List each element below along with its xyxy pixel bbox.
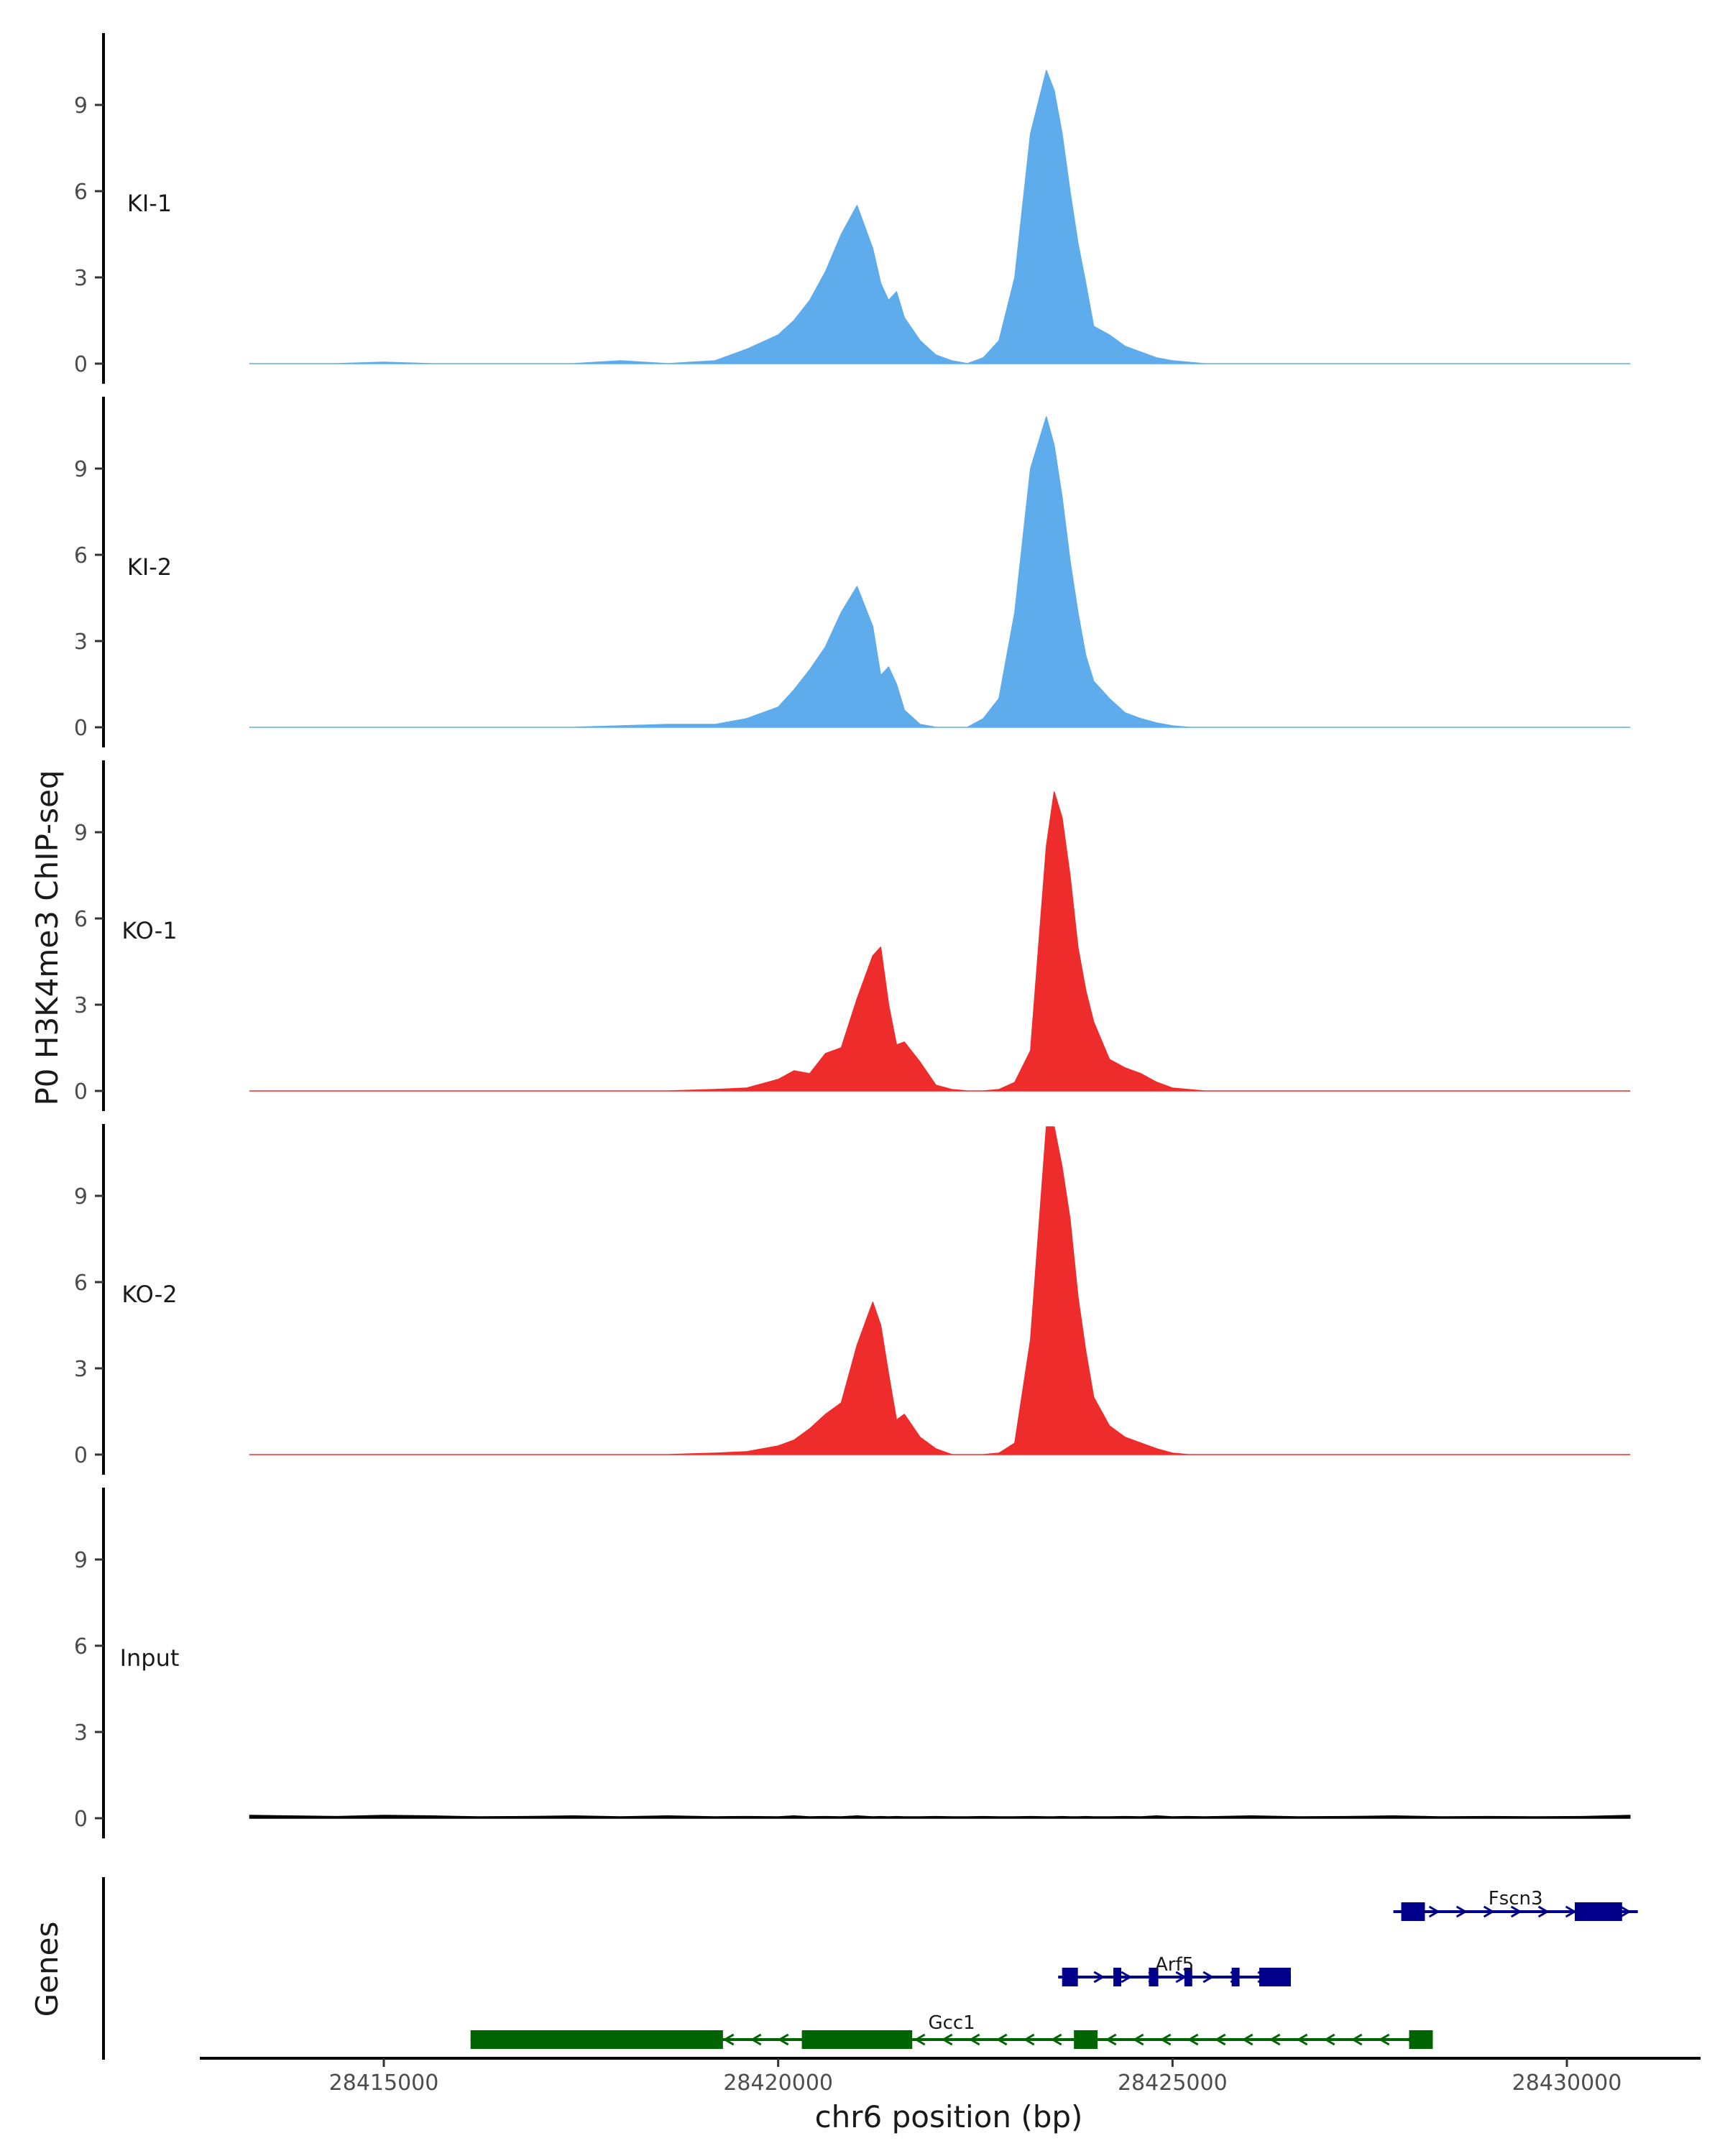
strand-arrow	[968, 2033, 980, 2046]
strand-arrow	[1241, 2033, 1254, 2046]
gene-arf5: Arf5	[1058, 1954, 1291, 1986]
y-tick-label: 6	[74, 1634, 88, 1659]
track-label: KI-1	[127, 190, 172, 217]
track-ki-2: 0 3 6 9 KI-2	[74, 397, 1631, 747]
strand-arrow	[1121, 1971, 1133, 1984]
y-tick-label: 0	[74, 1807, 88, 1832]
strand-arrow	[750, 2033, 762, 2046]
y-tick-label: 6	[74, 1271, 88, 1296]
y-tick-label: 9	[74, 93, 88, 119]
gene-exon	[801, 2030, 913, 2049]
gene-label: Fscn3	[1489, 1888, 1543, 1909]
track-ki-1: 0 3 6 9 KI-1	[74, 33, 1631, 384]
gene-exon	[1062, 1968, 1078, 1986]
strand-arrow	[1187, 2033, 1199, 2046]
gene-fscn3: Fscn3	[1393, 1888, 1638, 1921]
gene-exon	[1074, 2030, 1098, 2049]
genes-layer: 28415000 28420000 28425000 28430000 Fscn3 Arf…	[102, 1877, 1701, 2096]
y-tick-label: 3	[74, 993, 88, 1018]
strand-arrow	[1428, 1905, 1440, 1918]
gene-exon	[1409, 2030, 1433, 2049]
strand-arrow	[1132, 2033, 1144, 2046]
y-tick-label: 0	[74, 352, 88, 377]
gene-label: Gcc1	[928, 2012, 975, 2034]
x-tick-label: 28420000	[723, 2070, 833, 2096]
x-tick-label: 28415000	[329, 2070, 439, 2096]
y-tick-label: 9	[74, 457, 88, 482]
coverage-area-ki-2	[249, 416, 1631, 728]
gene-exon	[1574, 1902, 1622, 1921]
strand-arrow	[1093, 1971, 1105, 1984]
y-tick-label: 3	[74, 1720, 88, 1746]
coverage-area-input	[249, 1815, 1631, 1819]
strand-arrow	[1351, 2033, 1363, 2046]
y-tick-label: 0	[74, 1079, 88, 1105]
strand-arrow	[1214, 2033, 1226, 2046]
genes-axis: 28415000 28420000 28425000 28430000	[102, 1877, 1701, 2096]
coverage-area-ko-2	[249, 1126, 1631, 1455]
track-label: Input	[120, 1644, 180, 1672]
x-tick-label: 28425000	[1118, 2070, 1228, 2096]
track-ko-1: 0 3 6 9 KO-1	[74, 760, 1631, 1111]
gene-exon	[1113, 1968, 1122, 1986]
y-tick-label: 6	[74, 543, 88, 568]
y-axis-title: P0 H3K4me3 ChIP-seq	[29, 770, 65, 1105]
strand-arrow	[1269, 2033, 1281, 2046]
gene-exon	[1231, 1968, 1240, 1986]
strand-arrow	[1323, 2033, 1335, 2046]
gene-exon	[1149, 1968, 1159, 1986]
strand-arrow	[1023, 2033, 1035, 2046]
strand-arrow	[914, 2033, 926, 2046]
y-tick-label: 6	[74, 180, 88, 205]
gene-exon	[1184, 1968, 1192, 1986]
genes-track-title: Genes	[29, 1922, 65, 2017]
x-axis-title: chr6 position (bp)	[815, 2099, 1083, 2134]
y-tick-label: 9	[74, 1184, 88, 1210]
track-label: KO-1	[121, 917, 177, 944]
gene-exon	[470, 2030, 723, 2049]
y-tick-label: 0	[74, 716, 88, 741]
y-tick-label: 9	[74, 1548, 88, 1573]
x-tick-label: 28430000	[1512, 2070, 1622, 2096]
strand-arrow	[1159, 2033, 1172, 2046]
y-tick-label: 3	[74, 1357, 88, 1382]
strand-arrow	[1296, 2033, 1308, 2046]
track-ko-2: 0 3 6 9 KO-2	[74, 1124, 1631, 1475]
track-label: KI-2	[127, 553, 172, 581]
coverage-area-ki-1	[249, 70, 1631, 364]
track-input: 0 3 6 9 Input	[74, 1488, 1631, 1838]
strand-arrow	[1202, 1971, 1215, 1984]
strand-arrow	[1483, 1905, 1495, 1918]
y-tick-label: 3	[74, 630, 88, 655]
tracks-layer: 0 3 6 9 KI-1 0 3 6 9 KI-2 0 3 6 9 KO-1 0 3 6 9 KO-2 0 3 6 9 Inpu…	[74, 33, 1631, 1838]
strand-arrow	[777, 2033, 789, 2046]
y-tick-label: 0	[74, 1443, 88, 1468]
strand-arrow	[1537, 1905, 1550, 1918]
strand-arrow	[1105, 2033, 1117, 2046]
y-tick-label: 9	[74, 821, 88, 846]
y-tick-label: 3	[74, 266, 88, 291]
strand-arrow	[1619, 1905, 1632, 1918]
strand-arrow	[1378, 2033, 1390, 2046]
y-tick-label: 6	[74, 907, 88, 932]
strand-arrow	[1455, 1905, 1468, 1918]
strand-arrow	[941, 2033, 953, 2046]
gene-label: Arf5	[1155, 1954, 1194, 1976]
strand-arrow	[1050, 2033, 1062, 2046]
coverage-area-ko-1	[249, 791, 1631, 1092]
track-label: KO-2	[121, 1281, 177, 1308]
strand-arrow	[722, 2033, 735, 2046]
gene-exon	[1401, 1902, 1425, 1921]
strand-arrow	[1510, 1905, 1522, 1918]
gene-gcc1: Gcc1	[470, 2012, 1433, 2049]
gene-exon	[1259, 1968, 1291, 1986]
strand-arrow	[995, 2033, 1008, 2046]
strand-arrow	[1565, 1905, 1577, 1918]
